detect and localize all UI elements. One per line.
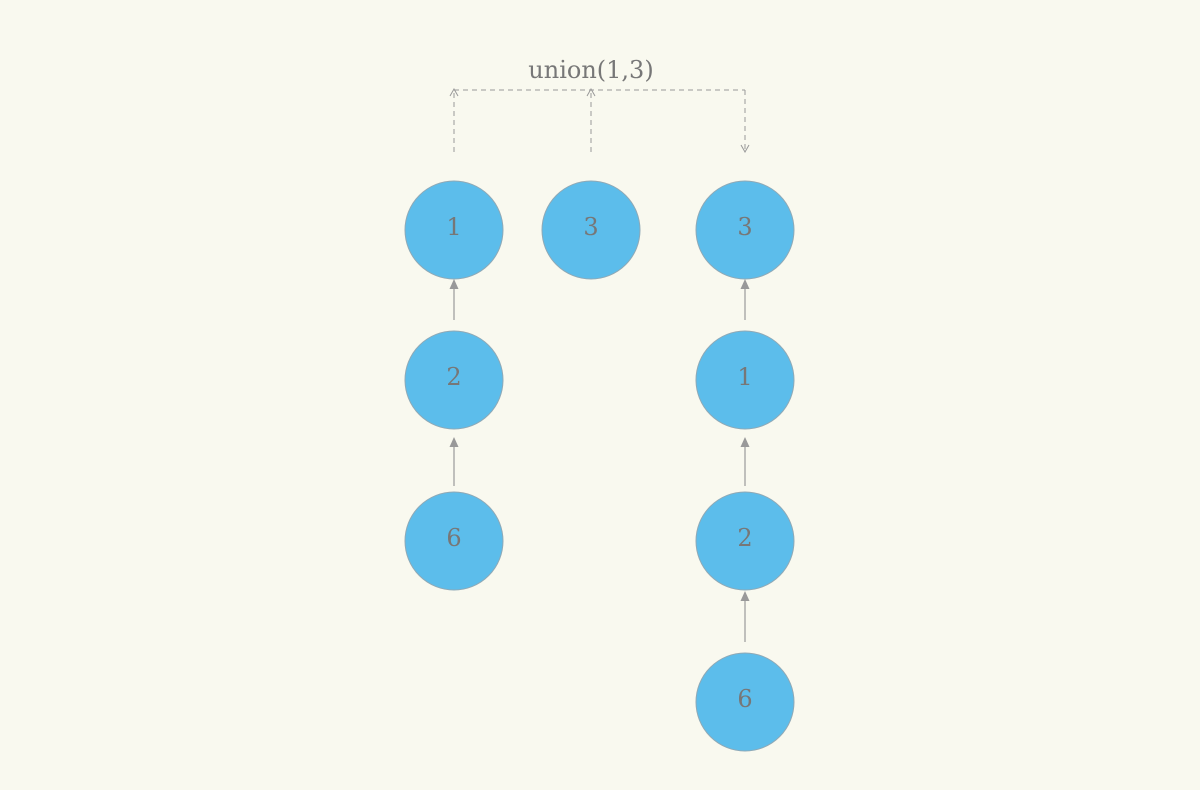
operation-label: union(1,3) [528,56,653,84]
union-bracket [449,87,750,154]
bracket-arrow-up-mid [586,87,596,97]
after-tree-3: 3 1 2 6 [695,180,795,752]
before-tree-3: 3 [541,180,641,280]
node-1-before: 1 [404,180,504,280]
svg-text:2: 2 [737,524,752,552]
edge-arrow [449,279,459,289]
svg-text:1: 1 [737,363,752,391]
node-6-after: 6 [695,652,795,752]
node-2-before: 2 [404,330,504,430]
node-3-after: 3 [695,180,795,280]
svg-text:2: 2 [446,363,461,391]
svg-text:6: 6 [737,685,752,713]
node-6-before: 6 [404,491,504,591]
node-1-after: 1 [695,330,795,430]
node-3-before: 3 [541,180,641,280]
edge-arrow [449,437,459,447]
node-2-after: 2 [695,491,795,591]
edge-arrow [740,279,750,289]
bracket-arrow-down-right [740,144,750,154]
svg-text:1: 1 [446,213,461,241]
svg-text:3: 3 [737,213,752,241]
before-tree-1: 1 2 6 [404,180,504,591]
svg-text:3: 3 [583,213,598,241]
edge-arrow [740,437,750,447]
edge-arrow [740,591,750,601]
svg-text:6: 6 [446,524,461,552]
bracket-arrow-up-left [449,87,459,97]
